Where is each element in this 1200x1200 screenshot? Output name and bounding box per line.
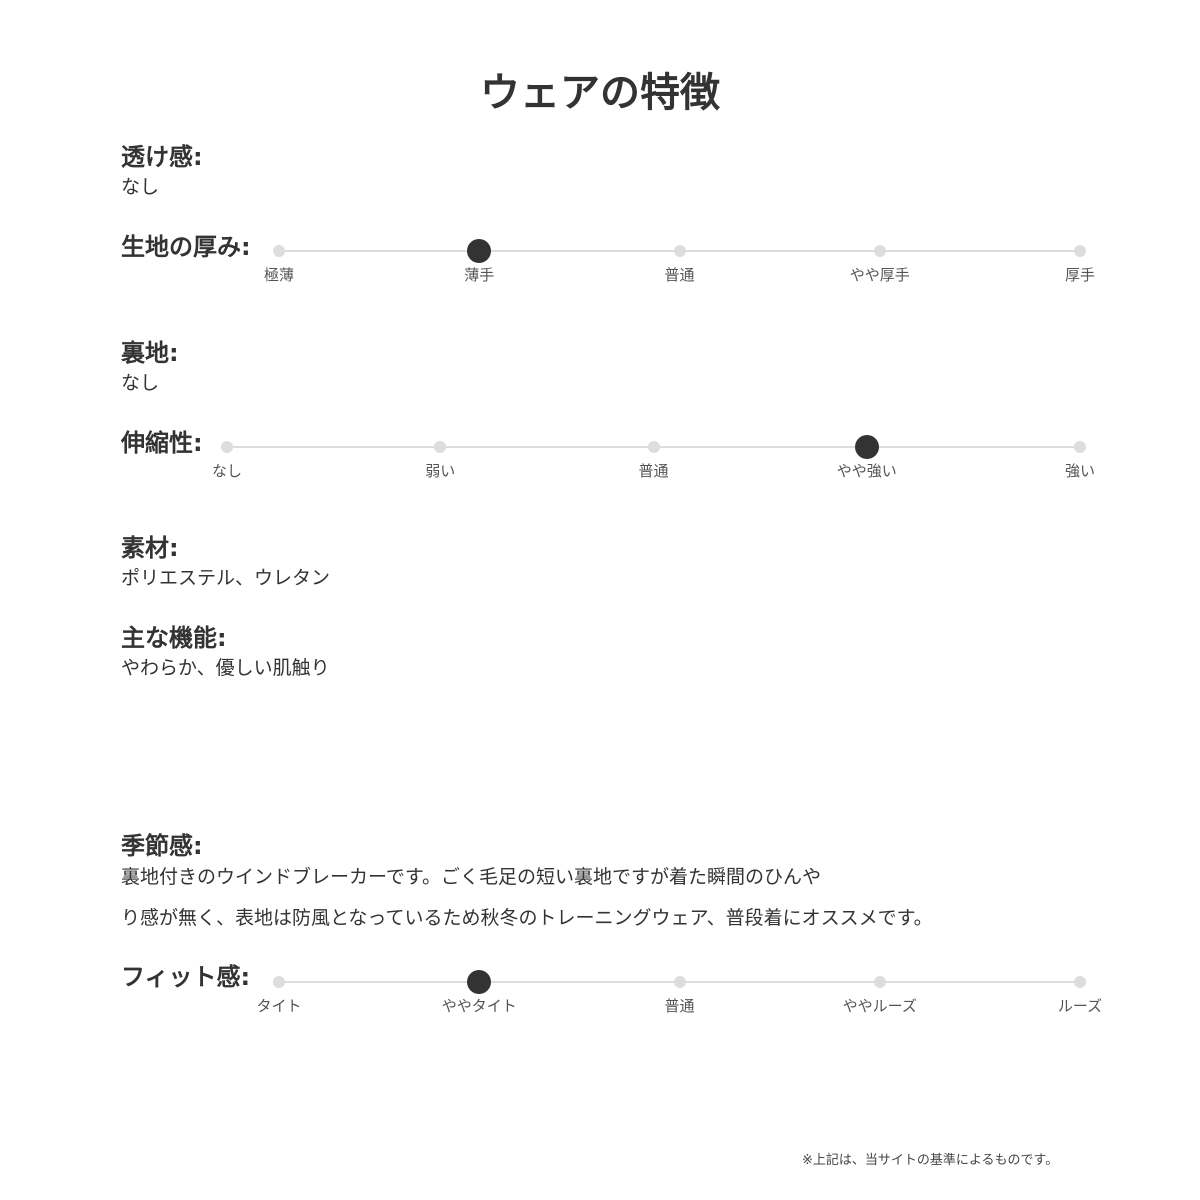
season-label: 季節感:	[121, 832, 203, 860]
scale-option-label: やや強い	[836, 462, 897, 480]
scale-option-label: 薄手	[464, 266, 495, 284]
scale-option-label: やや厚手	[849, 266, 910, 284]
scale-option-label: 強い	[1064, 462, 1096, 480]
scale-point	[873, 245, 886, 257]
transparency-value: なし	[121, 176, 160, 198]
scale-option-label: タイト	[256, 997, 302, 1015]
scale-point	[873, 976, 886, 988]
stretch-label: 伸縮性:	[121, 429, 203, 457]
scale-option-label: 普通	[664, 266, 695, 284]
scale-option-label: 弱い	[425, 462, 456, 480]
scale-option-label: 厚手	[1064, 266, 1096, 284]
season-line-1: 裏地付きのウインドブレーカーです。ごく毛足の短い裏地ですが着た瞬間のひんや	[121, 866, 821, 888]
transparency-label: 透け感:	[121, 143, 203, 171]
scale-option-label: ルーズ	[1057, 997, 1103, 1015]
scale-point	[221, 441, 233, 453]
season-line-2: り感が無く、表地は防風となっているため秋冬のトレーニングウェア、普段着にオススメ…	[121, 907, 933, 929]
stretch-scale: なし 弱い 普通 やや強い 強い	[212, 435, 1095, 506]
scale-option-label: なし	[211, 462, 243, 480]
scale-option-label: 普通	[664, 997, 695, 1015]
material-value: ポリエステル、ウレタン	[121, 567, 331, 589]
fit-scale: タイト ややタイト 普通 ややルーズ ルーズ	[256, 970, 1102, 1041]
thickness-label: 生地の厚み:	[121, 233, 251, 261]
scale-point	[647, 441, 660, 453]
scale-point	[1074, 976, 1086, 988]
scale-option-label: ややタイト	[441, 997, 517, 1015]
material-label: 素材:	[121, 534, 179, 562]
scale-point	[673, 976, 686, 988]
scale-selected-marker	[467, 970, 492, 994]
scale-point	[673, 245, 686, 257]
scale-option-label: 普通	[638, 462, 669, 480]
page-title: ウェアの特徴	[480, 70, 720, 116]
scale-selected-marker	[854, 435, 879, 459]
scale-point	[273, 245, 285, 257]
scale-point	[1074, 245, 1086, 257]
fit-label: フィット感:	[121, 963, 251, 991]
functions-label: 主な機能:	[121, 624, 227, 652]
scale-point	[273, 976, 285, 988]
scale-point	[434, 441, 447, 453]
scale-selected-marker	[467, 239, 492, 263]
scale-option-label: 極薄	[263, 266, 295, 284]
lining-value: なし	[121, 372, 160, 394]
thickness-scale: 極薄 薄手 普通 やや厚手 厚手	[264, 239, 1095, 310]
functions-value: やわらか、優しい肌触り	[121, 657, 330, 679]
scale-point	[1074, 441, 1086, 453]
lining-label: 裏地:	[121, 339, 179, 367]
footnote: ※上記は、当サイトの基準によるものです。	[802, 1153, 1059, 1168]
scale-option-label: ややルーズ	[842, 997, 917, 1015]
